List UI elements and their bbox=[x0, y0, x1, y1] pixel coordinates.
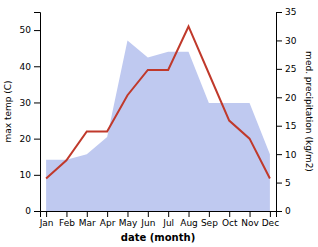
tick-label: Apr bbox=[100, 218, 116, 228]
tick-mark bbox=[276, 40, 282, 41]
tick: Nov bbox=[241, 211, 259, 228]
tick-label: Oct bbox=[222, 218, 238, 228]
tick-label: 10 bbox=[285, 150, 297, 160]
tick-label: 50 bbox=[20, 25, 32, 35]
tick-label: 30 bbox=[20, 98, 32, 108]
tick: Jul bbox=[162, 211, 174, 228]
tick-label: 40 bbox=[20, 62, 32, 72]
tick-label: 25 bbox=[285, 64, 296, 74]
tick-label: May bbox=[119, 218, 138, 228]
y2-axis-title: med. precipitation (kg/m2) bbox=[304, 51, 314, 172]
tick-label: Sep bbox=[201, 218, 218, 228]
tick: 10 bbox=[20, 170, 40, 180]
axis-line bbox=[34, 13, 41, 212]
tick-mark bbox=[276, 211, 282, 212]
tick: 0 bbox=[25, 206, 40, 216]
marks bbox=[46, 26, 270, 211]
tick: 15 bbox=[276, 121, 296, 131]
tick-label: 15 bbox=[285, 121, 296, 131]
tick: Apr bbox=[100, 211, 116, 228]
tick-mark bbox=[189, 211, 190, 217]
tick: May bbox=[119, 211, 138, 228]
chart-container: Jan Feb Mar AprMayJun Jul AugSep OctNovDec 0 10 2… bbox=[0, 0, 318, 247]
tick-mark bbox=[87, 211, 88, 217]
tick-label: 0 bbox=[285, 206, 291, 216]
tick: 30 bbox=[20, 98, 40, 108]
axis-line bbox=[277, 13, 283, 212]
tick: 5 bbox=[276, 178, 291, 188]
tick: 25 bbox=[276, 64, 296, 74]
tick-mark bbox=[148, 211, 149, 217]
tick-label: 30 bbox=[285, 36, 297, 46]
tick-mark bbox=[276, 183, 282, 184]
tick: 10 bbox=[276, 150, 297, 160]
tick-mark bbox=[276, 97, 282, 98]
tick-mark bbox=[34, 30, 40, 31]
tick-label: 0 bbox=[25, 206, 31, 216]
plot: Jan Feb Mar AprMayJun Jul AugSep OctNovDec 0 10 2… bbox=[3, 7, 314, 243]
tick-mark bbox=[66, 211, 67, 217]
tick: Mar bbox=[79, 211, 96, 228]
tick-label: 35 bbox=[285, 7, 296, 17]
tick: Dec bbox=[262, 211, 279, 228]
tick-mark bbox=[276, 12, 282, 13]
tick-mark bbox=[34, 175, 40, 176]
tick-mark bbox=[168, 211, 169, 217]
tick: 50 bbox=[20, 25, 40, 35]
tick-label: Dec bbox=[262, 218, 279, 228]
tick: 0 bbox=[276, 206, 291, 216]
tick-mark bbox=[34, 102, 40, 103]
y-axis-title: max temp (C) bbox=[3, 80, 13, 142]
tick-mark bbox=[250, 211, 251, 217]
tick: Jun bbox=[140, 211, 155, 228]
tick-label: Mar bbox=[79, 218, 96, 228]
tick-mark bbox=[276, 126, 282, 127]
tick: 35 bbox=[276, 7, 296, 17]
tick: Feb bbox=[59, 211, 75, 228]
tick-mark bbox=[276, 69, 282, 70]
tick-label: Jul bbox=[162, 218, 174, 228]
tick-label: Nov bbox=[241, 218, 259, 228]
tick-mark bbox=[209, 211, 210, 217]
tick-label: Feb bbox=[59, 218, 75, 228]
tick-mark bbox=[229, 211, 230, 217]
x-axis-title: date (month) bbox=[121, 232, 195, 243]
tick-mark bbox=[34, 139, 40, 140]
tick-label: Aug bbox=[180, 218, 198, 228]
y-axis: 0 10 20 30 40 50 bbox=[20, 13, 41, 217]
x-axis: Jan Feb Mar AprMayJun Jul AugSep OctNovDec bbox=[39, 211, 279, 228]
tick-label: 5 bbox=[285, 178, 291, 188]
tick-mark bbox=[127, 211, 128, 217]
line bbox=[46, 26, 270, 178]
tick: Oct bbox=[222, 211, 238, 228]
tick: Jan bbox=[39, 211, 54, 228]
tick: 20 bbox=[276, 93, 297, 103]
axis-line bbox=[41, 212, 277, 218]
tick-label: 10 bbox=[20, 170, 32, 180]
chart-svg: Jan Feb Mar AprMayJun Jul AugSep OctNovDec 0 10 2… bbox=[0, 0, 318, 247]
y2-axis: 0 5 10 15 20 25 30 35 bbox=[276, 7, 297, 216]
tick-mark bbox=[276, 154, 282, 155]
tick: 20 bbox=[20, 134, 40, 144]
tick-label: 20 bbox=[20, 134, 32, 144]
tick: 30 bbox=[276, 36, 297, 46]
tick-mark bbox=[270, 211, 271, 217]
tick: Sep bbox=[201, 211, 218, 228]
tick: 40 bbox=[20, 62, 40, 72]
tick-mark bbox=[34, 66, 40, 67]
tick-label: Jan bbox=[39, 218, 54, 228]
tick-label: 20 bbox=[285, 93, 297, 103]
tick-label: Jun bbox=[140, 218, 155, 228]
tick-mark bbox=[107, 211, 108, 217]
tick-mark bbox=[34, 211, 40, 212]
tick-mark bbox=[46, 211, 47, 217]
tick: Aug bbox=[180, 211, 198, 228]
